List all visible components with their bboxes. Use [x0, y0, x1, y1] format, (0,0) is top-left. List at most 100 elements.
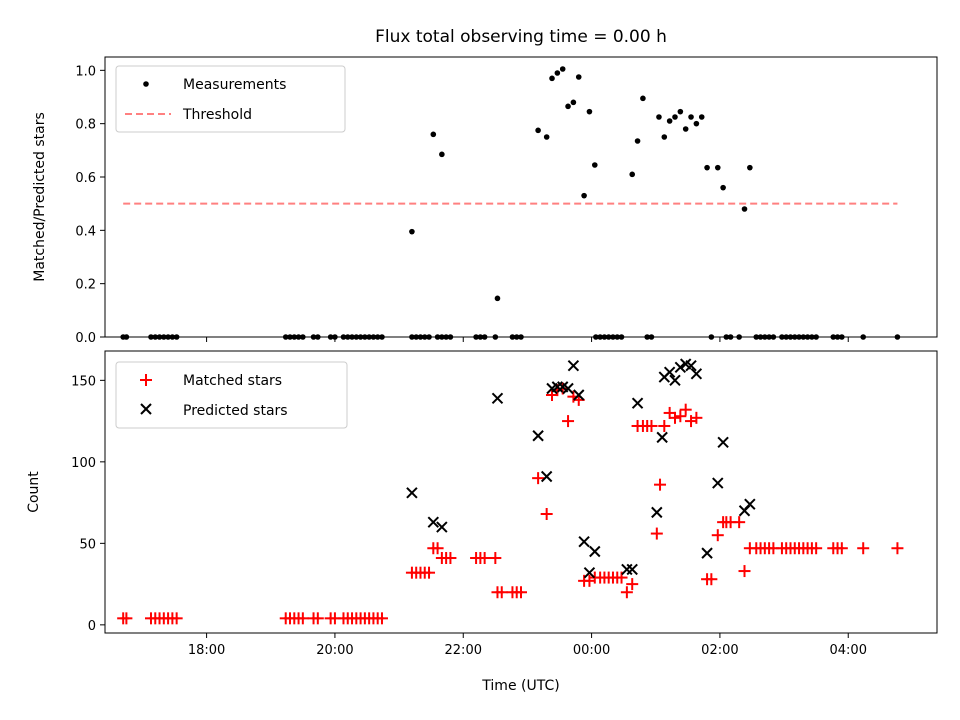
bottom-x-tick-label: 04:00 — [830, 643, 867, 658]
measurement-point — [698, 114, 705, 120]
matched-point — [674, 410, 687, 423]
predicted-point — [656, 431, 668, 444]
matched-point — [431, 542, 444, 555]
measurement-point — [640, 95, 646, 102]
legend-matched-marker — [140, 374, 152, 386]
measurement-point — [741, 206, 748, 212]
predicted-point — [701, 547, 713, 559]
predicted-point — [712, 477, 724, 489]
matched-point — [690, 411, 703, 424]
predicted-point — [540, 470, 553, 483]
matched-point — [705, 573, 718, 586]
predicted-point — [578, 536, 590, 548]
measurement-point — [688, 114, 694, 120]
matched-point — [733, 516, 746, 529]
bottom-x-tick-label: 00:00 — [573, 643, 610, 658]
measurement-point — [549, 75, 555, 82]
predicted-point — [436, 521, 448, 533]
legend-measurements-marker — [143, 81, 149, 87]
series-measurements — [120, 66, 901, 340]
predicted-point — [685, 359, 697, 372]
matched-point — [650, 527, 663, 540]
predicted-point — [663, 366, 676, 378]
measurement-point — [439, 151, 445, 158]
measurement-point — [430, 131, 437, 138]
predicted-point — [621, 563, 633, 576]
matched-point — [478, 552, 491, 565]
bottom-x-tick-label: 18:00 — [188, 643, 225, 658]
predicted-point — [562, 382, 574, 395]
legend-matched-label: Matched stars — [183, 373, 282, 389]
matched-point — [562, 415, 575, 428]
matched-point — [120, 612, 133, 625]
legend-predicted-label: Predicted stars — [183, 403, 288, 419]
bottom-legend: Matched stars Predicted stars — [115, 361, 348, 429]
top-y-tick-label: 0.2 — [75, 278, 96, 293]
top-y-tick-label: 0.8 — [75, 118, 96, 133]
predicted-point — [567, 359, 580, 372]
measurement-point — [677, 108, 684, 115]
predicted-point — [651, 506, 663, 519]
top-plot-frame — [104, 56, 938, 338]
matched-point — [540, 508, 553, 521]
bottom-y-tick-label: 50 — [79, 537, 96, 552]
measurement-point — [591, 162, 598, 168]
matched-point — [668, 411, 681, 424]
matched-point — [170, 612, 183, 625]
legend-threshold-label: Threshold — [182, 107, 252, 123]
measurement-point — [682, 126, 689, 132]
matched-point — [515, 586, 527, 599]
measurement-point — [629, 171, 636, 178]
legend-measurements-label: Measurements — [183, 77, 286, 93]
measurement-point — [704, 164, 710, 171]
matched-point — [489, 552, 502, 565]
bottom-plot-frame — [104, 350, 938, 634]
matched-point — [311, 612, 324, 625]
bottom-legend-box — [115, 361, 348, 429]
matched-point — [620, 586, 633, 599]
bottom-y-axis-label: Count — [26, 471, 42, 513]
matched-point — [738, 565, 751, 578]
predicted-point — [744, 498, 756, 510]
matched-point — [375, 612, 388, 625]
series-matched-stars — [117, 382, 904, 625]
matched-point — [645, 419, 658, 432]
top-y-tick-label: 0.0 — [75, 331, 96, 346]
legend-predicted-marker — [140, 403, 152, 415]
bottom-y-tick-label: 100 — [71, 456, 96, 471]
measurement-point — [565, 103, 571, 110]
measurement-point — [494, 295, 501, 302]
measurement-point — [656, 114, 662, 120]
matched-point — [495, 586, 508, 599]
bottom-x-tick-label: 22:00 — [445, 643, 482, 658]
matched-point — [711, 529, 724, 542]
matched-point — [810, 542, 823, 555]
predicted-point — [674, 361, 687, 374]
matched-point — [654, 478, 667, 491]
top-legend: Measurements Threshold — [115, 65, 346, 133]
measurement-point — [747, 164, 753, 171]
measurement-point — [535, 127, 541, 134]
predicted-point — [532, 430, 544, 442]
predicted-point — [589, 545, 601, 558]
x-axis-label: Time (UTC) — [481, 678, 559, 694]
matched-point — [532, 472, 545, 485]
bottom-y-tick-label: 150 — [71, 374, 96, 389]
top-y-tick-label: 0.4 — [75, 224, 96, 239]
bottom-x-tick-label: 20:00 — [316, 643, 353, 658]
measurement-point — [693, 120, 700, 127]
predicted-point — [427, 516, 440, 528]
top-panel: 0.0 0.2 0.4 0.6 0.8 1.0 Matched/Predicted sta… — [32, 56, 938, 346]
measurement-point — [634, 138, 641, 144]
measurement-point — [554, 70, 561, 76]
measurement-point — [672, 114, 678, 120]
predicted-point — [406, 487, 418, 499]
measurement-point — [661, 134, 668, 140]
predicted-point — [583, 566, 596, 579]
measurement-point — [575, 74, 582, 80]
predicted-point — [669, 374, 681, 387]
matched-point — [658, 419, 671, 432]
matched-point — [891, 542, 904, 555]
measurement-point — [581, 192, 587, 199]
